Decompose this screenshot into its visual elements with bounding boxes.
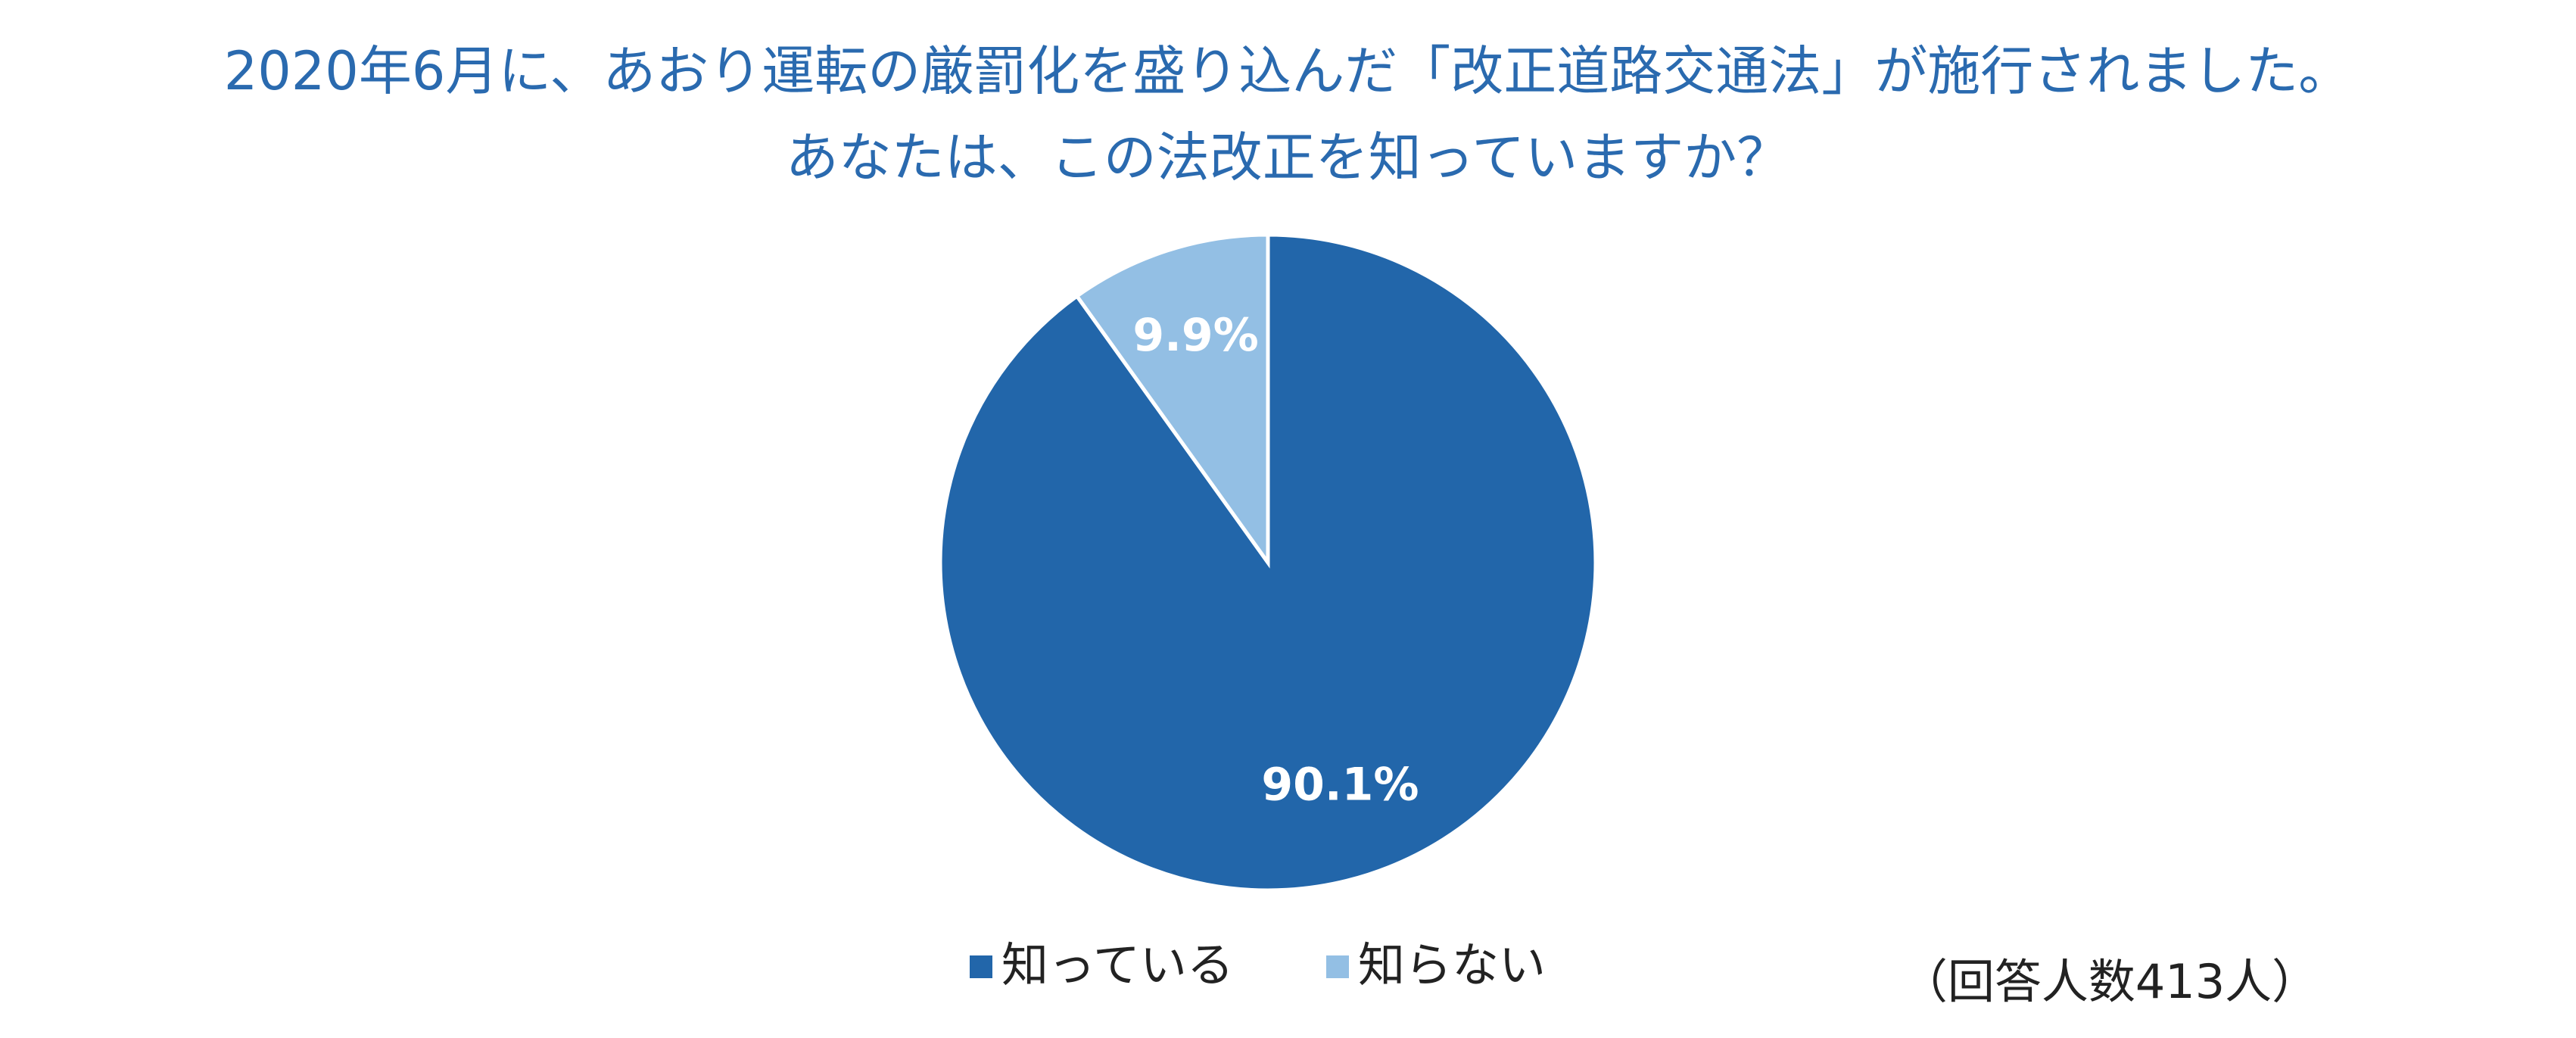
note: （回答人数413人） [1901,954,2319,1009]
legend-swatch [1326,955,1349,978]
legend-label: 知らない [1358,937,1546,993]
data-label: 90.1% [1261,758,1419,811]
legend-label: 知っている [1001,937,1234,993]
legend-swatch [970,955,992,978]
chart-title: 2020年6月に、あおり運転の厳罰化を盛り込んだ「改正道路交通法」が施行されまし… [224,40,2352,102]
chart-title: あなたは、この法改正を知っていますか？ [786,126,1790,189]
pie-slice [1074,232,1270,569]
data-label: 9.9% [1132,309,1258,362]
